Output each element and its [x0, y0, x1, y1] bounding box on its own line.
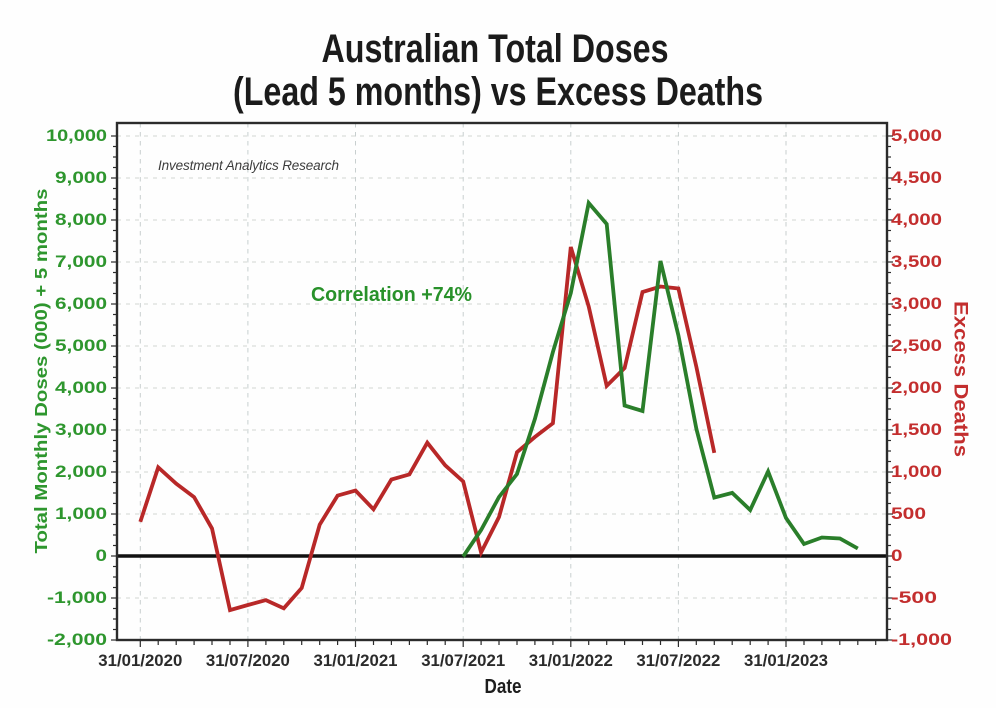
svg-text:Total Monthly Doses (000) + 5: Total Monthly Doses (000) + 5 months — [31, 188, 51, 553]
svg-text:500: 500 — [891, 504, 926, 523]
svg-text:5,000: 5,000 — [55, 336, 107, 355]
svg-text:3,500: 3,500 — [891, 252, 942, 271]
svg-text:5,000: 5,000 — [891, 126, 942, 145]
svg-text:-1,000: -1,000 — [47, 588, 107, 607]
svg-text:31/01/2020: 31/01/2020 — [98, 651, 182, 670]
svg-text:-1,000: -1,000 — [891, 630, 952, 649]
svg-text:3,000: 3,000 — [55, 420, 107, 439]
svg-text:4,500: 4,500 — [891, 168, 942, 187]
svg-text:-2,000: -2,000 — [47, 630, 107, 649]
svg-text:0: 0 — [891, 546, 903, 565]
svg-text:31/01/2023: 31/01/2023 — [744, 651, 828, 670]
svg-text:3,000: 3,000 — [891, 294, 942, 313]
svg-text:Australian Total Doses: Australian Total Doses — [322, 27, 669, 71]
svg-text:Excess Deaths: Excess Deaths — [950, 301, 972, 457]
svg-text:Date: Date — [485, 676, 522, 698]
svg-text:9,000: 9,000 — [55, 168, 107, 187]
svg-text:2,000: 2,000 — [891, 378, 942, 397]
svg-text:7,000: 7,000 — [55, 252, 107, 271]
svg-text:8,000: 8,000 — [55, 210, 107, 229]
svg-text:31/01/2021: 31/01/2021 — [314, 651, 398, 670]
svg-text:1,000: 1,000 — [55, 504, 107, 523]
svg-text:10,000: 10,000 — [46, 126, 107, 145]
svg-text:0: 0 — [96, 546, 108, 565]
svg-text:2,500: 2,500 — [891, 336, 942, 355]
svg-text:1,000: 1,000 — [891, 462, 942, 481]
svg-text:-500: -500 — [891, 588, 937, 607]
svg-text:(Lead 5 months) vs Excess Deat: (Lead 5 months) vs Excess Deaths — [233, 70, 763, 114]
svg-text:Investment Analytics Research: Investment Analytics Research — [158, 158, 339, 173]
svg-text:Correlation +74%: Correlation +74% — [311, 283, 472, 306]
svg-text:1,500: 1,500 — [891, 420, 942, 439]
svg-text:31/01/2022: 31/01/2022 — [529, 651, 613, 670]
svg-text:2,000: 2,000 — [55, 462, 107, 481]
svg-text:4,000: 4,000 — [891, 210, 942, 229]
svg-text:31/07/2022: 31/07/2022 — [636, 651, 720, 670]
svg-text:31/07/2021: 31/07/2021 — [421, 651, 505, 670]
svg-text:31/07/2020: 31/07/2020 — [206, 651, 290, 670]
svg-text:6,000: 6,000 — [55, 294, 107, 313]
svg-text:4,000: 4,000 — [55, 378, 107, 397]
